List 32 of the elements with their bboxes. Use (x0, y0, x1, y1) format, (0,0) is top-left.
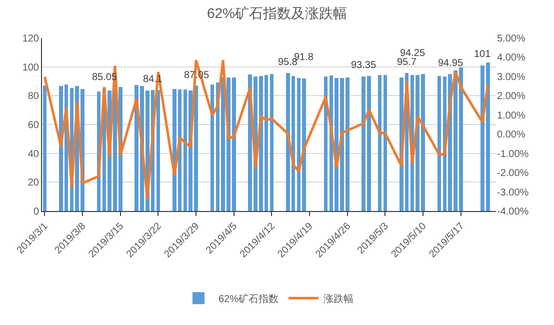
chart-title: 62%矿石指数及涨跌幅 (206, 4, 348, 21)
bar (378, 74, 382, 211)
y2-tick-label: 1.00% (497, 110, 526, 122)
line-series (43, 58, 490, 200)
y2-tick-label: -3.00% (497, 187, 529, 198)
legend-label: 62%矿石指数 (218, 293, 279, 306)
data-label: 94.95 (438, 58, 464, 69)
y-tick-label: 40 (28, 148, 40, 160)
legend-label: 涨跌幅 (324, 293, 354, 306)
y-tick-label: 120 (22, 34, 40, 44)
y-tick-label: 100 (22, 62, 40, 74)
bar (42, 85, 47, 211)
y2-tick-label: 3.00% (497, 72, 526, 83)
y2-tick-label: -4.00% (497, 206, 529, 218)
bar (270, 74, 274, 211)
data-label: 93.35 (351, 60, 376, 71)
data-label: 95.7 (397, 57, 417, 68)
y2-tick-label: -2.00% (497, 168, 529, 180)
y2-tick-label: -1.00% (497, 148, 529, 160)
y-tick-label: 80 (28, 91, 40, 102)
y-tick-label: 60 (28, 120, 40, 131)
data-label: 101 (474, 49, 492, 60)
y2-tick-label: 2.00% (497, 91, 526, 102)
y-tick-label: 20 (28, 178, 40, 189)
y2-tick-label: 5.00% (497, 34, 526, 44)
y2-tick-label: 4.00% (497, 52, 526, 64)
bar (383, 74, 388, 211)
bar (437, 76, 442, 211)
data-label: 94.25 (400, 48, 426, 59)
y-tick-label: 0 (33, 206, 40, 218)
y2-tick-label: 0.00% (497, 130, 526, 141)
bar (156, 90, 160, 211)
